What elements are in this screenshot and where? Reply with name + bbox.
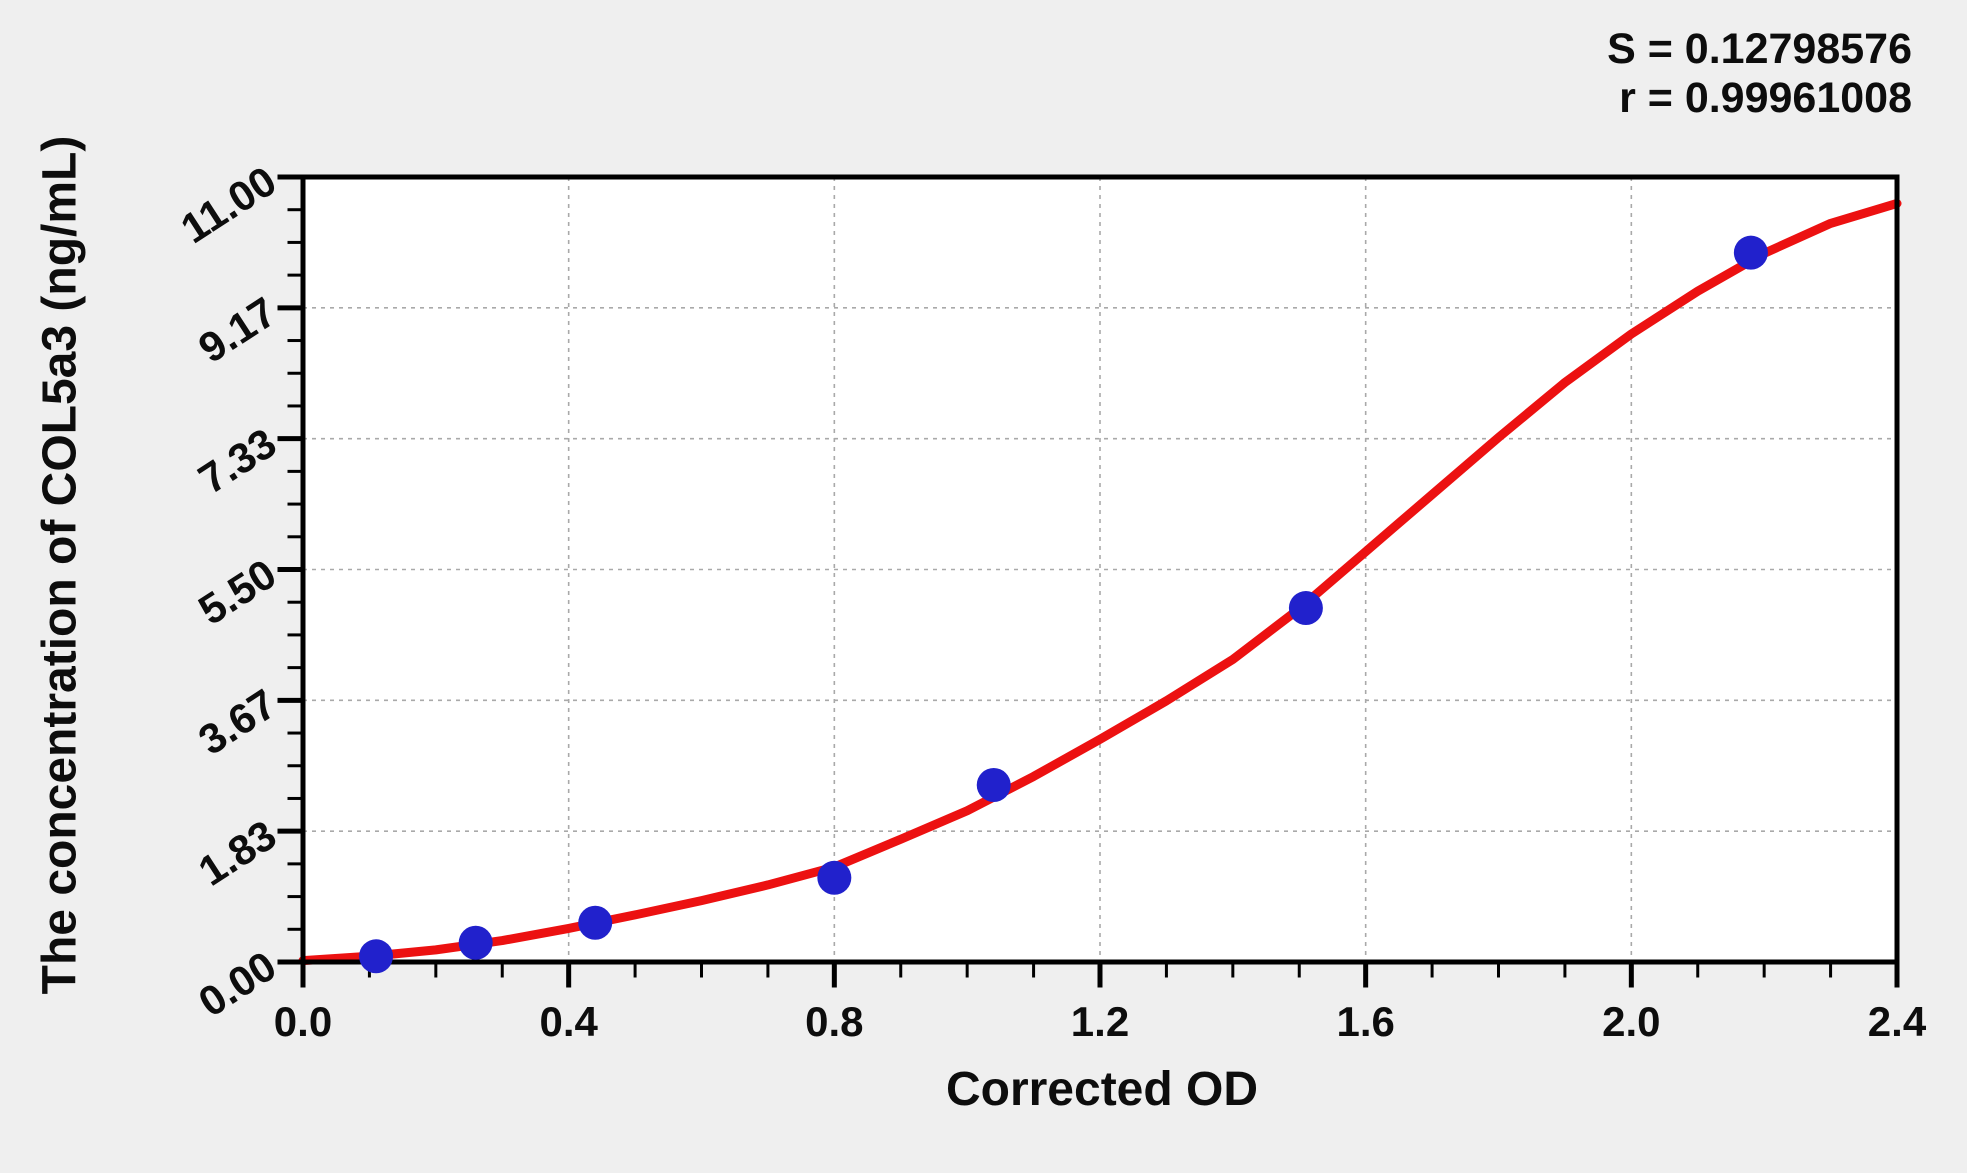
fit-statistics: S = 0.12798576 r = 0.99961008 [1607, 25, 1912, 124]
plot-frame [300, 174, 1900, 965]
stat-s-value: S = 0.12798576 [1607, 25, 1912, 73]
data-point [1733, 235, 1768, 270]
stat-r-value: r = 0.99961008 [1619, 74, 1912, 123]
data-point [359, 939, 394, 974]
x-axis-title: Corrected OD [945, 1063, 1259, 1116]
plot-area [303, 177, 1897, 962]
y-axis-title: The concentration of COL5a3 (ng/mL) [33, 135, 87, 995]
data-point [578, 905, 613, 940]
data-point [976, 768, 1011, 803]
fit-curve-line [298, 198, 1902, 966]
data-point [817, 860, 852, 895]
data-point [458, 925, 493, 960]
data-point [1288, 591, 1323, 626]
